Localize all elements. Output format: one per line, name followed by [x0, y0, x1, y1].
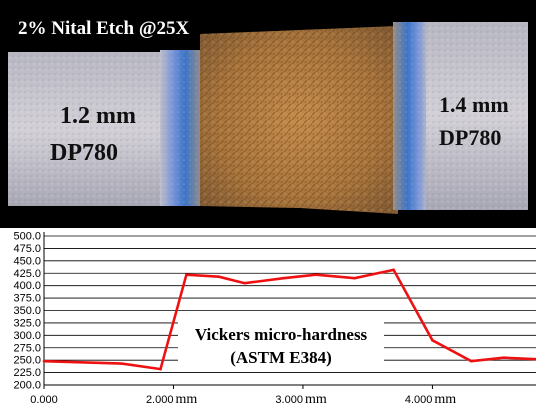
right-base-metal: [426, 22, 528, 210]
fusion-zone: [200, 26, 398, 214]
hardness-point: [120, 362, 123, 365]
annotation-line-2: (ASTM E384): [230, 348, 332, 367]
hardness-point: [431, 339, 434, 342]
hardness-point: [243, 281, 246, 285]
y-tick-label: 250.0: [13, 355, 41, 367]
y-tick-label: 200.0: [13, 380, 41, 392]
x-tick-label: 3.000: [275, 394, 303, 406]
y-tick-label: 300.0: [13, 330, 41, 342]
y-tick-label: 275.0: [13, 342, 41, 354]
y-tick-label: 375.0: [13, 293, 41, 305]
right-thickness-label: 1.4 mm: [439, 92, 509, 117]
hardness-point: [217, 275, 221, 279]
hardness-line: [43, 268, 536, 371]
x-tick-unit: mm: [434, 392, 456, 407]
y-tick-label: 500.0: [13, 231, 41, 243]
x-tick-labels: 0.000 2.000 mm 3.000 mm 4.000 mm: [30, 392, 456, 407]
annotation-line-1: Vickers micro-hardness: [195, 325, 368, 344]
left-grade-label: DP780: [50, 140, 118, 166]
right-grade-label: DP780: [439, 125, 501, 150]
left-thickness-label: 1.2 mm: [60, 103, 136, 129]
hardness-point: [185, 273, 188, 277]
y-tick-label: 350.0: [13, 305, 41, 317]
chart-axes: [43, 232, 536, 389]
x-tick-label: 2.000: [146, 394, 174, 406]
hardness-point: [502, 356, 505, 359]
weld-micrograph: 2% Nital Etch @25X 1.2 mm DP780 1.4 mm D…: [0, 0, 536, 228]
y-tick-label: 425.0: [13, 268, 41, 280]
hardness-point: [392, 268, 395, 272]
left-heat-affected-zone: [160, 50, 202, 206]
x-tick-label: 4.000: [405, 394, 433, 406]
hardness-point: [159, 367, 162, 371]
hardness-series: [42, 268, 536, 371]
x-tick-label: 0.000: [30, 394, 58, 406]
y-tick-labels: 200.0225.0250.0275.0300.0325.0350.0375.0…: [13, 231, 41, 392]
y-tick-label: 400.0: [13, 280, 41, 292]
hardness-point: [42, 359, 46, 363]
y-tick-label: 325.0: [13, 317, 41, 329]
x-tick-unit: mm: [175, 392, 197, 407]
etch-title: 2% Nital Etch @25X: [18, 18, 190, 39]
hardness-point: [314, 273, 318, 277]
y-tick-label: 225.0: [13, 367, 41, 379]
hardness-point: [282, 276, 285, 280]
annotation-background: [178, 320, 384, 370]
chart-annotation: Vickers micro-hardness (ASTM E384): [178, 320, 384, 370]
hardness-point: [469, 359, 473, 363]
left-base-metal: [8, 52, 168, 206]
y-tick-label: 475.0: [13, 243, 41, 255]
hardness-chart: 200.0225.0250.0275.0300.0325.0350.0375.0…: [13, 231, 536, 407]
y-tick-label: 450.0: [13, 255, 41, 267]
x-tick-unit: mm: [305, 392, 327, 407]
right-heat-affected-zone: [393, 22, 429, 210]
hardness-point: [353, 276, 357, 280]
